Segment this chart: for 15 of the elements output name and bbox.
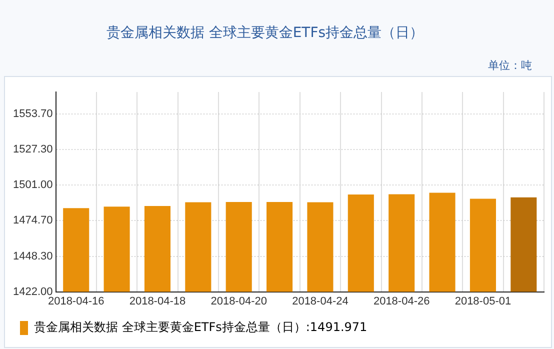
y-tick-label: 1527.30: [12, 144, 53, 156]
text: 单位：吨: [488, 58, 532, 73]
x-tick-label: 2018-04-16: [48, 295, 104, 308]
chart-title: 贵金属相关数据 全球主要黄金ETFs持金总量（日）: [105, 24, 425, 42]
x-tick-label: 2018-05-01: [454, 295, 512, 308]
y-tick-label: 1553.70: [12, 108, 53, 120]
x-tick-label: 2018-04-26: [373, 295, 430, 308]
y-tick-label: 1501.00: [12, 179, 53, 192]
y-tick-label: 1422.00: [12, 286, 53, 298]
x-tick-label: 2018-04-18: [129, 295, 186, 308]
x-tick-label: 2018-04-20: [210, 295, 267, 308]
y-tick-label: 1474.70: [12, 214, 53, 227]
legend-label: 贵金属相关数据 全球主要黄金ETFs持金总量（日）:1491.971: [34, 320, 368, 334]
x-tick-label: 2018-04-24: [292, 295, 348, 308]
y-tick-label: 1448.30: [12, 250, 53, 262]
